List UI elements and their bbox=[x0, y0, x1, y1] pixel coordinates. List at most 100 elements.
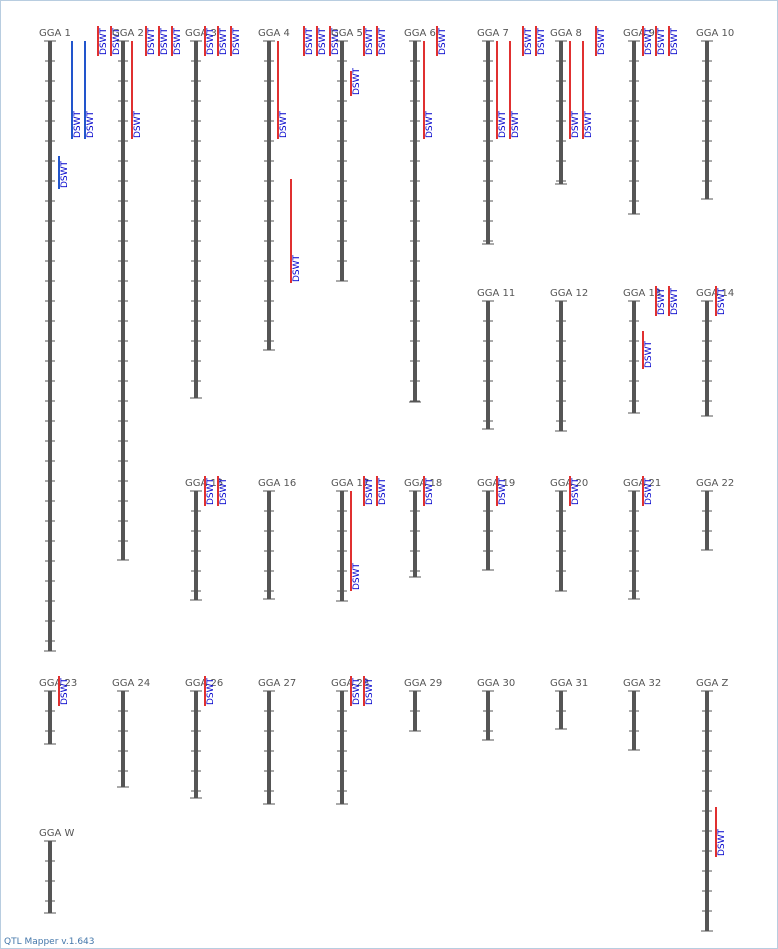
qtl-interval[interactable]: DSWT bbox=[423, 476, 435, 506]
qtl-interval[interactable]: DSWT bbox=[569, 476, 581, 506]
qtl-interval[interactable]: DSWT bbox=[376, 476, 388, 506]
chromosome-gga-11[interactable]: GGA 11 bbox=[477, 288, 515, 430]
qtl-interval[interactable]: DSWT bbox=[363, 476, 375, 506]
chromosome-bar[interactable] bbox=[559, 41, 563, 184]
qtl-interval[interactable]: DSWT bbox=[97, 26, 109, 56]
chromosome-bar[interactable] bbox=[632, 691, 636, 750]
chromosome-bar[interactable] bbox=[559, 691, 563, 729]
chromosome-bar[interactable] bbox=[194, 691, 198, 798]
chromosome-bar[interactable] bbox=[121, 691, 125, 787]
qtl-interval[interactable]: DSWT bbox=[204, 26, 216, 56]
qtl-interval[interactable]: DSWT bbox=[715, 286, 727, 316]
qtl-interval[interactable]: DSWT bbox=[655, 286, 667, 316]
qtl-interval[interactable]: DSWT bbox=[642, 476, 654, 506]
qtl-interval[interactable]: DSWT bbox=[230, 26, 242, 56]
chromosome-gga-22[interactable]: GGA 22 bbox=[696, 478, 734, 551]
qtl-interval[interactable]: DSWT bbox=[423, 41, 435, 139]
chromosome-gga-30[interactable]: GGA 30 bbox=[477, 678, 515, 741]
qtl-interval[interactable]: DSWT bbox=[496, 41, 508, 139]
qtl-interval[interactable]: DSWT bbox=[436, 26, 448, 56]
chromosome-gga-32[interactable]: GGA 32 bbox=[623, 678, 661, 751]
qtl-interval[interactable]: DSWT bbox=[277, 41, 289, 139]
chromosome-bar[interactable] bbox=[48, 841, 52, 913]
qtl-interval[interactable]: DSWT bbox=[316, 26, 328, 56]
qtl-interval[interactable]: DSWT bbox=[668, 26, 680, 56]
qtl-interval[interactable]: DSWT bbox=[350, 491, 362, 591]
qtl-interval[interactable]: DSWT bbox=[642, 26, 654, 56]
chromosome-gga-27[interactable]: GGA 27 bbox=[258, 678, 296, 805]
qtl-interval[interactable]: DSWT bbox=[58, 156, 70, 189]
qtl-interval[interactable]: DSWT bbox=[642, 331, 654, 369]
chromosome-bar[interactable] bbox=[48, 41, 52, 651]
qtl-interval[interactable]: DSWT bbox=[145, 26, 157, 56]
chromosome-bar[interactable] bbox=[705, 301, 709, 416]
chromosome-bar[interactable] bbox=[267, 691, 271, 804]
chromosome-gga-z[interactable]: GGA Z DSWT bbox=[696, 678, 729, 932]
chromosome-bar[interactable] bbox=[632, 491, 636, 599]
qtl-interval[interactable]: DSWT bbox=[217, 26, 229, 56]
chromosome-bar[interactable] bbox=[267, 41, 271, 350]
chromosome-bar[interactable] bbox=[705, 41, 709, 199]
qtl-interval[interactable]: DSWT bbox=[668, 286, 680, 316]
chromosome-bar[interactable] bbox=[340, 691, 344, 804]
chromosome-bar[interactable] bbox=[559, 301, 563, 431]
qtl-interval[interactable]: DSWT bbox=[290, 179, 302, 283]
chromosome-bar[interactable] bbox=[48, 691, 52, 744]
chromosome-gga-16[interactable]: GGA 16 bbox=[258, 478, 296, 600]
chromosome-gga-10[interactable]: GGA 10 bbox=[696, 28, 734, 200]
qtl-interval[interactable]: DSWT bbox=[363, 676, 375, 706]
qtl-interval[interactable]: DSWT bbox=[350, 676, 362, 706]
qtl-interval[interactable]: DSWT bbox=[84, 41, 96, 139]
qtl-interval[interactable]: DSWT bbox=[376, 26, 388, 56]
qtl-interval[interactable]: DSWT bbox=[303, 26, 315, 56]
qtl-interval[interactable]: DSWT bbox=[363, 26, 375, 56]
qtl-interval[interactable]: DSWT bbox=[204, 476, 216, 506]
chromosome-gga-w[interactable]: GGA W bbox=[39, 828, 75, 914]
qtl-interval[interactable]: DSWT bbox=[569, 41, 581, 139]
qtl-interval[interactable]: DSWT bbox=[496, 476, 508, 506]
qtl-interval[interactable]: DSWT bbox=[204, 676, 216, 706]
chromosome-bar[interactable] bbox=[559, 491, 563, 591]
chromosome-bar[interactable] bbox=[486, 301, 490, 429]
qtl-interval[interactable]: DSWT bbox=[595, 26, 607, 56]
chromosome-bar[interactable] bbox=[413, 491, 417, 577]
chromosome-gga-24[interactable]: GGA 24 bbox=[112, 678, 150, 788]
chromosome-bar[interactable] bbox=[632, 301, 636, 413]
qtl-interval[interactable]: DSWT bbox=[350, 67, 362, 96]
chromosome-bar[interactable] bbox=[340, 491, 344, 601]
chromosome-bar[interactable] bbox=[632, 41, 636, 214]
chromosome-bar[interactable] bbox=[705, 491, 709, 550]
qtl-interval[interactable]: DSWT bbox=[582, 41, 594, 139]
chromosome-bar[interactable] bbox=[267, 491, 271, 599]
chromosome-bar[interactable] bbox=[194, 491, 198, 600]
qtl-interval[interactable]: DSWT bbox=[655, 26, 667, 56]
chromosome-bar[interactable] bbox=[486, 691, 490, 740]
chromosome-bar[interactable] bbox=[486, 41, 490, 244]
chromosome-gga-31[interactable]: GGA 31 bbox=[550, 678, 588, 730]
qtl-interval[interactable]: DSWT bbox=[522, 26, 534, 56]
qtl-interval[interactable]: DSWT bbox=[71, 41, 83, 139]
chromosome-bar[interactable] bbox=[194, 41, 198, 398]
qtl-interval[interactable]: DSWT bbox=[535, 26, 547, 56]
chromosome-gga-29[interactable]: GGA 29 bbox=[404, 678, 442, 732]
qtl-interval[interactable]: DSWT bbox=[58, 676, 70, 706]
